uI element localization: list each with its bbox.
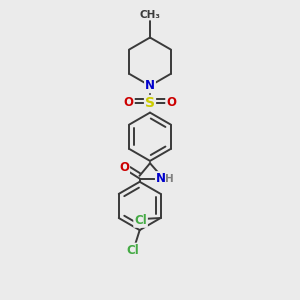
Text: O: O xyxy=(124,96,134,110)
Text: H: H xyxy=(165,174,174,184)
Text: N: N xyxy=(145,79,155,92)
Text: N: N xyxy=(156,172,166,185)
Text: CH₃: CH₃ xyxy=(140,10,160,20)
Text: Cl: Cl xyxy=(134,214,147,227)
Text: O: O xyxy=(166,96,176,110)
Text: Cl: Cl xyxy=(126,244,139,256)
Text: O: O xyxy=(119,161,129,174)
Text: S: S xyxy=(145,96,155,110)
